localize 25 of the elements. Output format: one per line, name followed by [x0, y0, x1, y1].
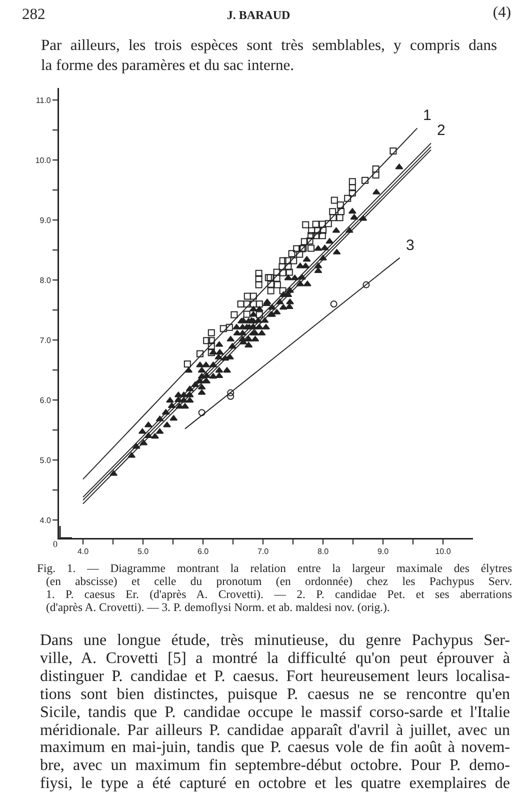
text: Dans une longue étude, très minutieuse, du genre Pachypus Ser- ville, A. Crovetti [5] a montré la difficulté qu'on peut éprouver à distinguer P. candidae et P. caesus. Fort heureusement leurs localisa- tions sont bien distinctes, puisque P. caesus ne se rencontre qu'en Sicile, tandis que P. candidae occupe le massif corso-sarde et l'Italie méridionale. Par ailleurs P. candidae apparaît d'avril à juillet, avec un maximum en mai-juin, tandis que P. caesus vole de fin août à novem- bre, avec un maximum fin septembre-début octobre. Pour P. demo- fiysi, le type a été capturé en octobre et les quatre exemplaires de [40, 632, 510, 792]
series-label: 3 [406, 237, 414, 254]
y-tick-label: 5.0 [40, 456, 52, 465]
series-label: 2 [437, 122, 446, 139]
text: Par ailleurs, les trois espèces sont très semblables, y compris dans la forme des paramères et du sac interne. [41, 36, 497, 76]
x-tick-label: 6.0 [197, 547, 210, 556]
y-tick-label: 9.0 [40, 216, 52, 225]
x-tick-label: 4.0 [77, 547, 90, 556]
x-tick-label: 7.0 [257, 547, 270, 556]
y-tick-label: 6.0 [40, 396, 52, 405]
caption: Fig. 1. — Diagramme montrant la relation entre la largeur maximale des élytres (en abscisse) et celle du pronotum (en ordonnée) chez les Pachypus Serv. 1. P. caesus Er. (d'après A. Crovetti). — 2. P. candidae Pet. et ses aberrations (d'après A. Crovetti). — 3. P. demoflysi Norm. et ab. maldesi nov. (orig.). [37, 562, 512, 614]
text: J. BARAUD [226, 8, 290, 22]
y-tick-label: 10.0 [35, 156, 52, 165]
y-tick-label: 4.0 [40, 516, 52, 525]
x-tick-label: 8.0 [317, 547, 330, 556]
text: (4) [492, 4, 511, 22]
x-tick-label: 9.0 [377, 547, 390, 556]
x-tick-label: 10.0 [435, 547, 452, 556]
series-label: 1 [423, 107, 432, 124]
y-tick-label: 7.0 [40, 336, 52, 345]
y-tick-label: 8.0 [40, 276, 52, 285]
x-tick-label: 5.0 [137, 547, 150, 556]
text: 0 [53, 539, 58, 549]
y-tick-label: 11.0 [36, 96, 52, 105]
text: 282 [22, 6, 46, 24]
